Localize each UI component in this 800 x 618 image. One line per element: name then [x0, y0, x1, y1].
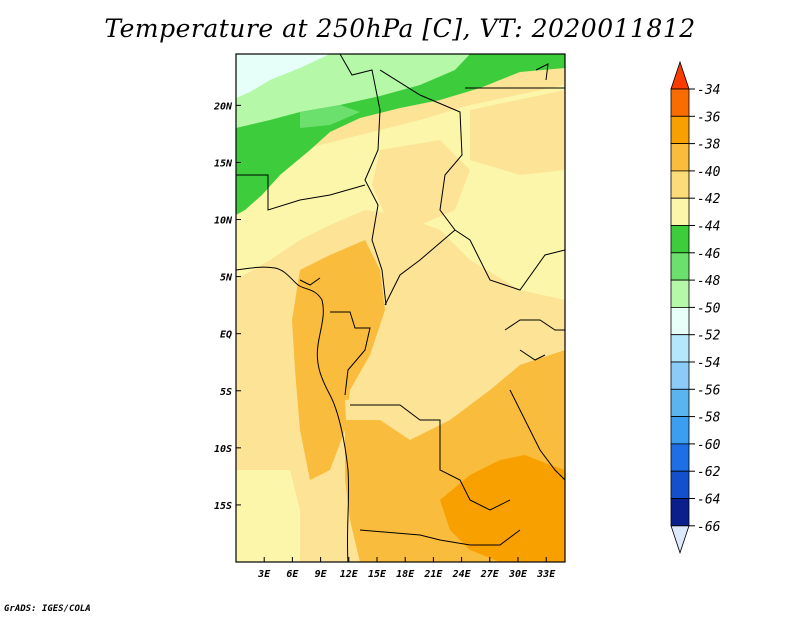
band-minus42-south	[236, 470, 300, 562]
colorbar-swatch	[670, 252, 690, 281]
lon-label: 9E	[315, 569, 328, 580]
band-minus50-north	[236, 54, 330, 98]
colorbar-label: -60	[697, 438, 721, 453]
lon-label: 6E	[286, 569, 299, 580]
colorbar-label: -64	[697, 493, 720, 508]
colorbar-label: -62	[697, 465, 721, 480]
lon-label: 21E	[423, 569, 443, 580]
colorbar-swatch	[670, 361, 690, 390]
colorbar-top-arrow	[670, 60, 690, 90]
colorbar-label: -38	[697, 138, 721, 153]
colorbar-label: -48	[697, 274, 721, 289]
colorbar-swatch	[670, 388, 690, 417]
colorbar-swatch	[670, 197, 690, 226]
colorbar-swatch	[670, 225, 690, 254]
country-borders	[236, 54, 565, 562]
colorbar-swatch	[670, 170, 690, 199]
colorbar-swatch	[670, 115, 690, 145]
lat-label: 15N	[214, 158, 233, 169]
colorbar-label: -46	[697, 247, 721, 262]
band-minus40-central	[372, 140, 470, 225]
longitude-axis: 3E 6E 9E 12E 15E 18E 21E 24E 27E 30E 33E	[257, 557, 556, 580]
colorbar-label: -58	[697, 411, 721, 426]
colorbar-swatch	[670, 88, 690, 117]
lat-label: 20N	[213, 101, 233, 112]
colorbar-label: -40	[697, 165, 721, 180]
band-minus46-patch	[300, 105, 360, 128]
lon-label: 12E	[340, 569, 359, 580]
lon-label: 18E	[396, 569, 415, 580]
lat-label: 15S	[214, 501, 232, 512]
chart-title: Temperature at 250hPa [C], VT: 202001181…	[104, 14, 696, 43]
colorbar-swatch	[670, 143, 690, 172]
band-minus48-north	[236, 54, 470, 128]
band-minus40-east	[470, 90, 565, 175]
colorbar-label: -52	[697, 329, 721, 344]
colorbar: -34 -36 -38 -40 -42 -44 -46 -48 -50 -52 -54 -56 -58 -…	[670, 60, 721, 555]
colorbar-label: -34	[697, 83, 720, 98]
colorbar-label: -36	[697, 110, 721, 125]
plot-frame	[235, 53, 566, 563]
colorbar-swatch	[670, 279, 690, 308]
lon-label: 33E	[536, 569, 556, 580]
colorbar-label: -56	[697, 383, 721, 398]
lon-label: 27E	[480, 569, 500, 580]
colorbar-swatch	[670, 470, 690, 499]
colorbar-label: -54	[697, 356, 720, 371]
credit-text: GrADS: IGES/COLA	[4, 604, 91, 614]
temperature-field	[236, 54, 565, 562]
lon-label: 3E	[257, 569, 271, 580]
lat-label: 10N	[214, 216, 233, 227]
colorbar-label: -44	[697, 220, 720, 235]
colorbar-swatch	[670, 334, 690, 363]
colorbar-label: -42	[697, 192, 721, 207]
colorbar-swatch	[670, 416, 690, 445]
lon-label: 15E	[368, 569, 387, 580]
colorbar-bottom-arrow	[670, 525, 690, 555]
lat-label: 5N	[220, 273, 233, 284]
lat-label: EQ	[220, 330, 232, 341]
latitude-axis: 20N 15N 10N 5N EQ 5S 10S 15S	[213, 101, 241, 512]
lat-label: 5S	[220, 387, 232, 398]
colorbar-swatch	[670, 498, 690, 527]
colorbar-swatch	[670, 443, 690, 472]
lon-label: 24E	[452, 569, 472, 580]
lon-label: 30E	[508, 569, 528, 580]
colorbar-label: -66	[697, 520, 721, 535]
band-minus38-west	[292, 240, 385, 480]
band-minus36-south	[440, 455, 565, 562]
colorbar-swatch	[670, 306, 690, 336]
lat-label: 10S	[214, 444, 232, 455]
colorbar-label: -50	[697, 301, 721, 316]
